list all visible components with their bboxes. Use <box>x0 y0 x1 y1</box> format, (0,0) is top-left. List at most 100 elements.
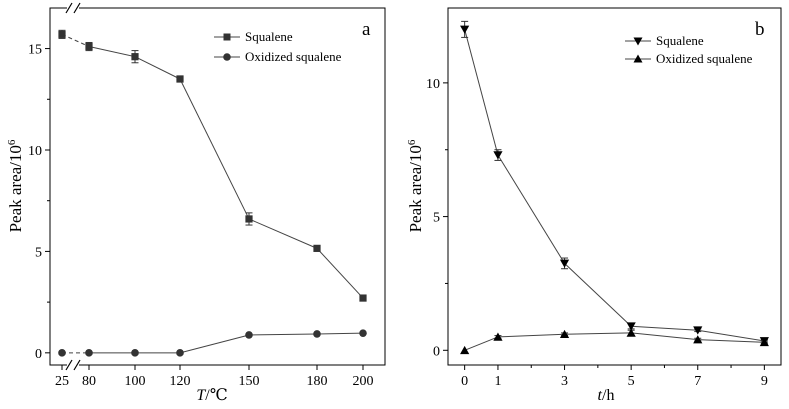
panel-a-y-axis: 0 5 10 15 <box>28 43 50 362</box>
legend-item-squalene: Squalene <box>625 33 704 48</box>
series-squalene <box>58 29 367 302</box>
panel-b-plot-area <box>460 20 769 355</box>
data-point <box>693 335 703 344</box>
panel-a-axis-break-top <box>65 2 81 14</box>
series-line-segment <box>248 333 318 336</box>
series-line-segment <box>697 329 765 342</box>
data-point <box>58 30 66 38</box>
data-point <box>626 328 636 337</box>
series-line-segment <box>464 336 499 351</box>
data-point <box>313 244 321 252</box>
data-point <box>693 326 703 335</box>
x-tick-label: 180 <box>307 374 328 389</box>
panel-a-chart: 0 5 10 15 25 80 100 120 150 180 200 Peak area/106… <box>6 2 386 404</box>
data-point <box>176 349 184 357</box>
series-line-segment <box>134 56 181 80</box>
data-point <box>359 294 367 302</box>
series-line-segment <box>497 333 565 338</box>
legend-label-oxidized-squalene: Oxidized squalene <box>656 51 753 66</box>
series-line-segment <box>61 33 90 47</box>
y-tick-label: 5 <box>35 245 42 260</box>
series-line-segment <box>564 263 632 327</box>
series-line-segment <box>179 334 250 354</box>
panel-a-axis-break-bottom <box>65 359 81 371</box>
panel-a-x-axis-label: T/℃ <box>196 387 227 404</box>
legend-item-oxidized-squalene: Oxidized squalene <box>214 49 342 64</box>
series-line-segment <box>316 248 364 299</box>
data-point <box>559 329 570 339</box>
panel-a-frame <box>49 7 386 366</box>
panel-b-frame <box>447 7 782 366</box>
x-tick-label: 25 <box>55 374 69 389</box>
x-tick-label: 100 <box>125 374 146 389</box>
panel-b-y-axis-label: Peak area/106 <box>406 139 425 232</box>
data-point <box>85 42 93 51</box>
x-tick-label: 80 <box>82 374 96 389</box>
x-tick-label: 120 <box>170 374 191 389</box>
panel-b-x-axis: 0 1 3 5 7 9 <box>461 365 768 389</box>
x-tick-label: 7 <box>694 374 701 389</box>
data-point <box>460 345 470 355</box>
data-point <box>559 259 570 268</box>
panel-b-letter: b <box>755 19 765 40</box>
x-tick-label: 5 <box>628 374 635 389</box>
panel-a-letter: a <box>362 19 371 40</box>
series-oxidized-squalene <box>58 329 367 357</box>
legend-marker-circle <box>223 53 231 61</box>
y-tick-label: 0 <box>35 347 42 362</box>
series-line-segment <box>316 332 364 335</box>
data-point <box>85 349 93 357</box>
x-tick-label: 3 <box>561 374 568 389</box>
x-tick-label: 9 <box>761 374 768 389</box>
series-line-segment <box>497 154 565 264</box>
x-tick-label: 200 <box>353 374 374 389</box>
data-point <box>58 349 66 357</box>
data-point <box>493 151 503 160</box>
series-line-segment <box>564 332 632 335</box>
series-oxidized-squalene <box>460 328 769 355</box>
data-point <box>493 332 503 341</box>
panel-a-x-axis: 25 80 100 120 150 180 200 <box>55 365 374 389</box>
data-point <box>313 330 321 338</box>
series-squalene <box>460 20 769 346</box>
y-tick-label: 5 <box>433 211 440 226</box>
data-point <box>245 331 253 339</box>
series-line-segment <box>179 78 250 220</box>
panel-a-legend: Squalene Oxidized squalene <box>214 29 342 64</box>
series-line-segment <box>464 29 499 156</box>
panel-b-x-axis-label: t/h <box>598 387 615 404</box>
data-point <box>460 25 470 34</box>
data-point <box>759 337 769 347</box>
series-line-segment <box>631 325 698 331</box>
legend-item-squalene: Squalene <box>214 29 293 44</box>
legend-label-squalene: Squalene <box>245 29 293 44</box>
legend-item-oxidized-squalene: Oxidized squalene <box>625 51 753 66</box>
data-point <box>176 75 184 83</box>
panel-b-chart: 0 5 10 0 1 3 5 7 9 Peak area/106 t/h b Squalene… <box>406 7 782 404</box>
y-tick-label: 10 <box>28 144 42 159</box>
data-point <box>626 322 636 331</box>
x-tick-label: 0 <box>461 374 468 389</box>
legend-marker-square <box>223 33 231 41</box>
legend-marker-triangle-down <box>633 37 643 46</box>
data-point <box>359 329 367 337</box>
y-tick-label: 10 <box>426 77 440 92</box>
panel-a-plot-area <box>58 29 367 357</box>
x-tick-label: 1 <box>494 374 501 389</box>
series-line-segment <box>248 218 318 249</box>
legend-marker-triangle-up <box>633 54 643 63</box>
series-line-segment <box>631 332 698 341</box>
panel-a-y-axis-label: Peak area/106 <box>6 139 25 232</box>
legend-label-squalene: Squalene <box>656 33 704 48</box>
x-tick-label: 150 <box>239 374 260 389</box>
data-point <box>131 53 139 61</box>
y-tick-label: 0 <box>433 344 440 359</box>
series-line-segment <box>697 339 765 343</box>
data-point <box>131 349 139 357</box>
series-line-segment <box>88 46 136 58</box>
legend-label-oxidized-squalene: Oxidized squalene <box>245 49 342 64</box>
panel-b-y-axis: 0 5 10 <box>426 77 448 359</box>
data-point <box>245 215 253 223</box>
y-tick-label: 15 <box>28 43 42 58</box>
